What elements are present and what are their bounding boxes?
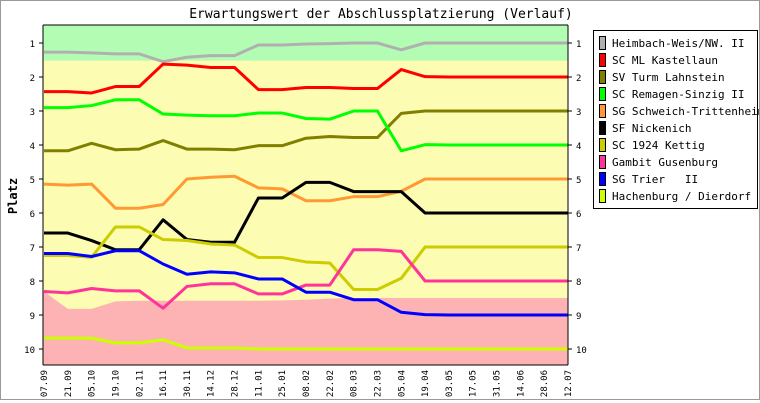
y-tick-label-right: 6 (576, 210, 581, 220)
legend-swatch-9 (599, 172, 606, 186)
y-tick-label-right: 8 (576, 278, 581, 288)
legend-swatch-2 (599, 53, 606, 67)
series-line-3 (44, 109, 568, 153)
legend-swatch-5 (599, 104, 606, 118)
series-line-10 (44, 336, 568, 351)
y-axis-label: Platz (6, 178, 20, 214)
x-tick-label: 22.02 (326, 370, 336, 397)
y-tick-label-left: 8 (30, 278, 35, 288)
y-tick-label-left: 7 (30, 244, 35, 254)
legend: Heimbach-Weis/NW. II SC ML Kastellaun SV T… (593, 30, 760, 209)
x-tick-label: 16.11 (159, 370, 169, 397)
y-tick-label-left: 6 (30, 210, 35, 220)
x-tick-label: 22.03 (373, 370, 383, 397)
legend-label-1: Heimbach-Weis/NW. II (612, 37, 744, 50)
legend-label-5: SG Schweich-Trittenheim (612, 105, 759, 118)
legend-swatch-4 (599, 87, 606, 101)
series-line-1 (44, 41, 568, 64)
series-line-2 (44, 62, 568, 95)
x-tick-label: 05.04 (397, 370, 407, 397)
y-tick-label-right: 5 (576, 176, 581, 186)
x-tick-label: 30.11 (183, 370, 193, 397)
series-line-5 (43, 174, 568, 210)
y-tick-label-left: 9 (30, 312, 35, 322)
y-tick-label-left: 10 (24, 346, 35, 356)
legend-swatch-1 (599, 36, 606, 50)
series-line-7 (44, 225, 568, 291)
y-tick-label-right: 7 (576, 244, 581, 254)
chart-title: Erwartungswert der Abschlussplatzierung … (189, 7, 573, 22)
x-tick-label: 08.03 (350, 370, 360, 397)
x-tick-label: 21.09 (64, 370, 74, 397)
x-tick-label: 07.09 (40, 370, 50, 397)
x-tick-label: 11.01 (254, 370, 264, 397)
x-tick-label: 28.12 (231, 370, 241, 397)
legend-label-2: SC ML Kastellaun (612, 54, 718, 67)
x-tick-label: 14.06 (516, 370, 526, 397)
axes: 1 1 2 2 3 3 4 4 5 5 6 6 7 7 8 8 9 9 10 10 07.09 21.09 05.10 19.… (24, 24, 587, 397)
y-tick-label-left: 5 (30, 176, 35, 186)
x-tick-label: 14.12 (207, 370, 217, 397)
y-tick-label-right: 9 (576, 312, 581, 322)
x-tick-label: 08.02 (302, 370, 312, 397)
legend-label-6: SF Nickenich (612, 122, 691, 135)
x-tick-label: 17.05 (469, 370, 479, 397)
legend-swatch-8 (599, 155, 606, 169)
series-line-9 (44, 249, 568, 317)
x-tick-label: 03.05 (445, 370, 455, 397)
y-tick-label-right: 3 (576, 108, 581, 118)
legend-label-7: SC 1924 Kettig (612, 139, 705, 152)
legend-swatch-7 (599, 138, 606, 152)
x-tick-label: 12.07 (564, 370, 574, 397)
legend-swatch-10 (599, 189, 606, 203)
y-tick-label-left: 4 (30, 142, 35, 152)
y-tick-label-left: 2 (30, 74, 35, 84)
series-lines (43, 41, 568, 351)
x-tick-label: 19.10 (111, 370, 121, 397)
background-bands (43, 25, 568, 365)
legend-swatch-3 (599, 70, 606, 84)
y-tick-label-left: 3 (30, 108, 35, 118)
y-tick-label-right: 1 (576, 40, 581, 50)
x-tick-label: 02.11 (135, 370, 145, 397)
y-tick-label-left: 1 (30, 40, 35, 50)
y-tick-label-right: 2 (576, 74, 581, 84)
x-tick-label: 25.01 (278, 370, 288, 397)
y-tick-label-right: 10 (576, 346, 587, 356)
x-tick-label: 19.04 (421, 370, 431, 397)
legend-label-3: SV Turm Lahnstein (612, 71, 725, 84)
x-tick-label: 31.05 (493, 370, 503, 397)
y-tick-label-right: 4 (576, 142, 581, 152)
relegation-band (43, 291, 568, 365)
legend-swatch-6 (599, 121, 606, 135)
legend-box (593, 30, 758, 209)
x-tick-label: 28.06 (540, 370, 550, 397)
legend-label-9: SG Trier II (612, 173, 698, 186)
series-line-4 (44, 98, 568, 153)
x-tick-label: 05.10 (88, 370, 98, 397)
legend-label-4: SC Remagen-Sinzig II (612, 88, 744, 101)
legend-label-10: Hachenburg / Dierdorf (612, 190, 751, 203)
series-line-8 (43, 248, 568, 310)
legend-label-8: Gambit Gusenburg (612, 156, 718, 169)
